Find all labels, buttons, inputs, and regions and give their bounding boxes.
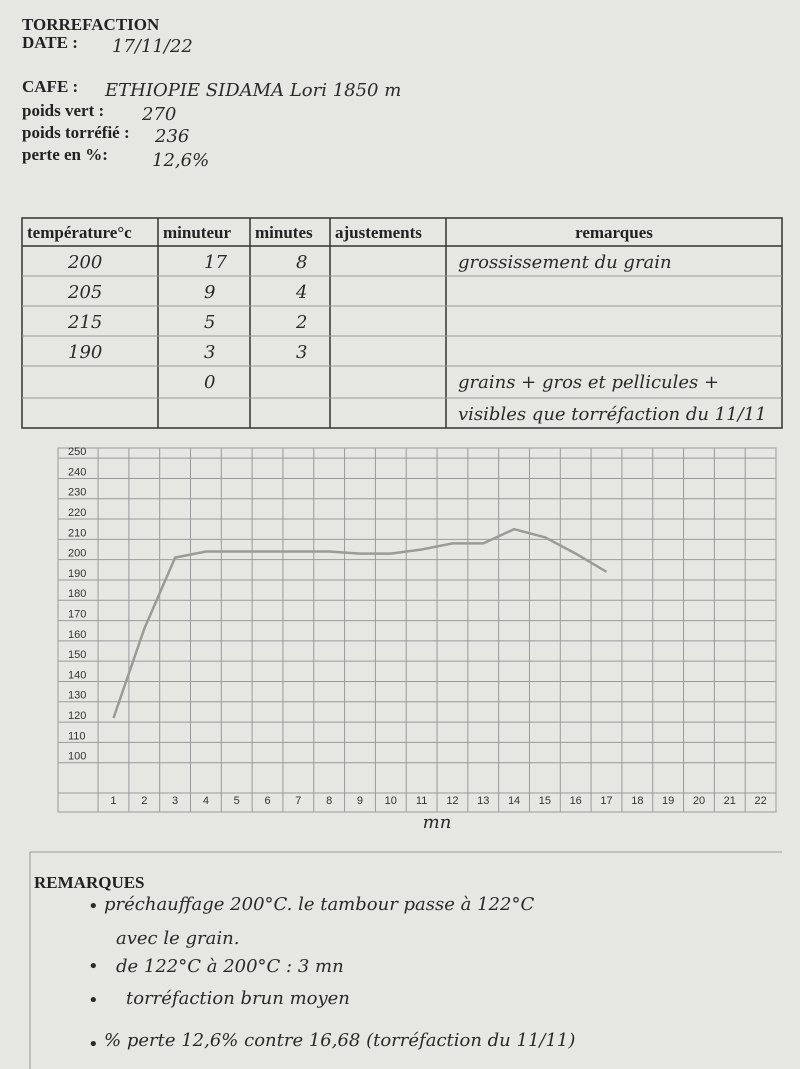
column-header: remarques — [575, 223, 653, 242]
table-cell: visibles que torréfaction du 11/11 — [458, 404, 767, 425]
x-axis-label: mn — [423, 812, 452, 833]
x-tick-label: 10 — [385, 795, 397, 807]
perte: 12,6% — [152, 150, 209, 171]
temperature-line — [112, 527, 608, 719]
column-header: température°c — [27, 223, 132, 242]
x-tick-label: 22 — [754, 795, 766, 807]
poids-vert-label: poids vert : — [22, 101, 104, 120]
y-tick-label: 130 — [68, 690, 86, 702]
x-tick-label: 8 — [326, 795, 332, 807]
x-tick-label: 14 — [508, 795, 520, 807]
table-cell: 0 — [204, 372, 215, 393]
y-tick-label: 220 — [68, 507, 86, 519]
table-cell: 215 — [67, 312, 102, 333]
table-cell: 200 — [67, 252, 102, 273]
x-tick-label: 21 — [724, 795, 736, 807]
table-cell: 5 — [204, 312, 215, 333]
x-tick-label: 3 — [172, 795, 178, 807]
y-tick-label: 190 — [68, 568, 86, 580]
poids-torrefie: 236 — [154, 126, 189, 147]
remark-line: préchauffage 200°C. le tambour passe à 1… — [104, 894, 534, 915]
remark-line: torréfaction brun moyen — [126, 988, 350, 1009]
bullet: • — [88, 1034, 99, 1055]
y-tick-label: 230 — [68, 487, 86, 499]
bullet: • — [88, 956, 99, 977]
table-cell: 9 — [204, 282, 215, 303]
x-tick-label: 5 — [234, 795, 240, 807]
y-tick-label: 160 — [68, 629, 86, 641]
table-cell: grossissement du grain — [458, 252, 672, 273]
x-tick-label: 1 — [110, 795, 116, 807]
x-tick-label: 20 — [693, 795, 705, 807]
table-cell: 205 — [67, 282, 102, 303]
x-tick-label: 16 — [570, 795, 582, 807]
x-tick-label: 9 — [357, 795, 363, 807]
table-cell: grains + gros et pellicules + — [458, 372, 719, 393]
x-tick-label: 4 — [203, 795, 209, 807]
date: 17/11/22 — [112, 36, 193, 57]
table-cell: 190 — [68, 342, 102, 363]
remark-line: % perte 12,6% contre 16,68 (torréfaction… — [104, 1030, 575, 1051]
y-tick-label: 180 — [68, 588, 86, 600]
remarks-title: REMARQUES — [34, 873, 145, 892]
cafe: ETHIOPIE SIDAMA Lori 1850 m — [104, 80, 401, 101]
x-tick-label: 17 — [600, 795, 612, 807]
date-label: DATE : — [22, 33, 78, 52]
column-header: ajustements — [335, 223, 422, 242]
plot-frame — [57, 447, 777, 813]
y-tick-label: 120 — [68, 710, 86, 722]
table-cell: 17 — [204, 252, 227, 273]
x-tick-label: 12 — [446, 795, 458, 807]
table-cell: 3 — [204, 342, 215, 363]
cafe-label: CAFE : — [22, 77, 78, 96]
y-tick-label: 140 — [68, 669, 86, 681]
column-header: minuteur — [163, 223, 231, 242]
title: TORREFACTION — [22, 15, 160, 34]
bullet: • — [88, 896, 99, 917]
y-tick-label: 110 — [68, 730, 86, 742]
y-tick-label: 200 — [68, 548, 86, 560]
x-tick-label: 11 — [416, 795, 427, 807]
x-tick-label: 15 — [539, 795, 551, 807]
x-tick-label: 19 — [662, 795, 674, 807]
table: température°c minuteur minutes ajustements r… — [21, 217, 783, 429]
y-tick-label: 240 — [68, 466, 86, 478]
table-border — [21, 217, 783, 429]
perte-label: perte en %: — [22, 145, 108, 164]
poids-vert: 270 — [141, 104, 176, 125]
table-cell: 3 — [296, 342, 307, 363]
bullet: • — [88, 990, 99, 1011]
y-tick-label: 250 — [68, 446, 86, 458]
x-tick-label: 2 — [141, 795, 147, 807]
remark-line: avec le grain. — [116, 928, 239, 949]
x-tick-label: 6 — [264, 795, 270, 807]
column-header: minutes — [255, 223, 313, 242]
x-tick-label: 18 — [631, 795, 643, 807]
table-cell: 8 — [296, 252, 307, 273]
y-tick-label: 100 — [68, 751, 86, 763]
y-tick-label: 150 — [68, 649, 86, 661]
poids-torrefie-label: poids torréfié : — [22, 123, 130, 142]
x-tick-label: 7 — [295, 795, 301, 807]
y-tick-label: 170 — [68, 608, 86, 620]
table-cell: 4 — [295, 282, 307, 303]
remark-line: de 122°C à 200°C : 3 mn — [116, 956, 344, 977]
x-tick-label: 13 — [477, 795, 489, 807]
chart: 1001101201301401501601701801902002102202… — [57, 446, 777, 833]
table-cell: 2 — [295, 312, 307, 333]
y-tick-label: 210 — [68, 527, 86, 539]
